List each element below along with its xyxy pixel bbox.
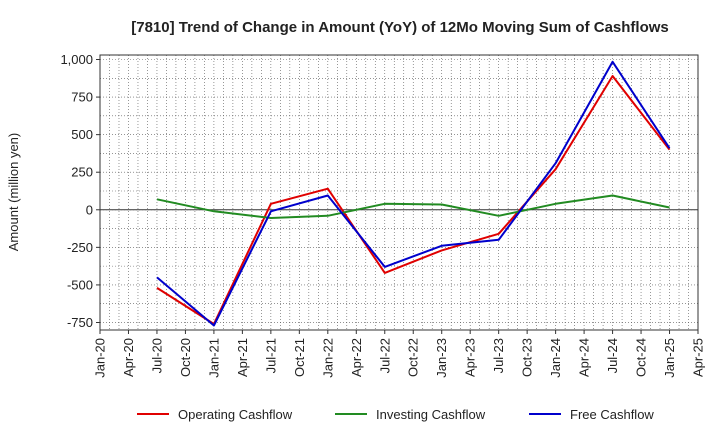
y-tick-label: 750 [71,90,93,105]
y-tick-label: 0 [86,202,93,217]
x-tick-label: Apr-24 [577,338,592,377]
x-tick-label: Apr-23 [463,338,478,377]
x-tick-label: Jan-21 [206,338,221,378]
x-ticks: Jan-20 Apr-20 Jul-20 Oct-20 Jan-21 Apr-21 Jul-… [93,330,706,378]
x-tick-label: Oct-23 [520,338,535,377]
x-tick-label: Jan-20 [93,338,108,378]
y-axis-label: Amount (million yen) [6,133,21,252]
legend: Operating Cashflow Investing Cashflow Free… [137,407,654,422]
x-tick-label: Jan-24 [548,338,563,378]
x-tick-label: Oct-21 [292,338,307,377]
x-tick-label: Jul-23 [491,338,506,373]
x-tick-label: Jan-23 [434,338,449,378]
x-tick-label: Oct-22 [406,338,421,377]
x-tick-label: Jan-25 [662,338,677,378]
y-ticks: -750 -500 -250 0 250 500 750 1,000 [60,52,100,330]
x-tick-label: Jul-20 [149,338,164,373]
x-tick-label: Oct-20 [178,338,193,377]
grid [99,55,699,330]
legend-label-investing-cashflow: Investing Cashflow [376,407,486,422]
chart-title: [7810] Trend of Change in Amount (YoY) o… [131,19,669,36]
x-tick-label: Jul-24 [605,338,620,373]
x-tick-label: Jul-21 [263,338,278,373]
legend-label-free-cashflow: Free Cashflow [570,407,654,422]
y-tick-label: 1,000 [60,52,93,67]
y-tick-label: 500 [71,127,93,142]
y-tick-label: -500 [67,277,93,292]
x-tick-label: Jul-22 [377,338,392,373]
y-tick-label: 250 [71,165,93,180]
legend-label-operating-cashflow: Operating Cashflow [178,407,293,422]
series-line-investing-cashflow [156,194,670,219]
series-line-free-cashflow [156,60,671,327]
x-tick-label: Apr-21 [235,338,250,377]
y-tick-label: -750 [67,315,93,330]
x-tick-label: Apr-22 [349,338,364,377]
series-lines [156,60,671,327]
x-tick-label: Apr-25 [691,338,706,377]
x-tick-label: Oct-24 [634,338,649,377]
x-tick-label: Jan-22 [320,338,335,378]
y-tick-label: -250 [67,240,93,255]
plot-frame [99,54,699,331]
series-line-operating-cashflow [156,75,671,325]
x-tick-label: Apr-20 [121,338,136,377]
